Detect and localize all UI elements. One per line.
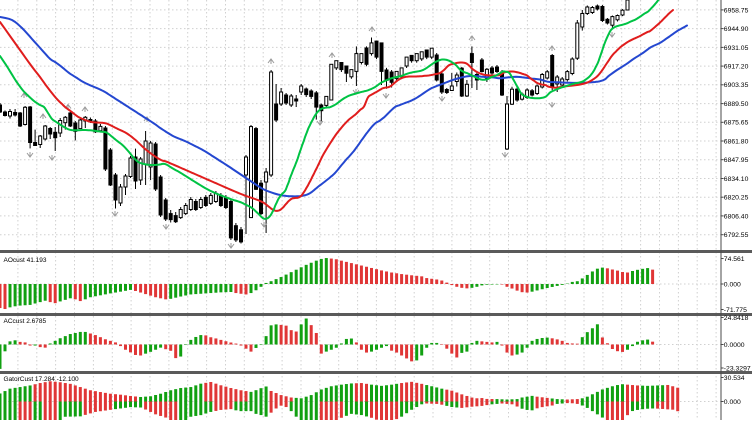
svg-text:6903.35: 6903.35 — [724, 82, 749, 89]
svg-text:6875.65: 6875.65 — [724, 120, 749, 127]
svg-text:6847.95: 6847.95 — [724, 157, 749, 164]
svg-text:6944.90: 6944.90 — [724, 26, 749, 33]
svg-text:6834.10: 6834.10 — [724, 176, 749, 183]
svg-text:6806.40: 6806.40 — [724, 213, 749, 220]
svg-text:6931.05: 6931.05 — [724, 45, 749, 52]
svg-text:-23.3297: -23.3297 — [724, 365, 751, 372]
svg-text:74.561: 74.561 — [724, 256, 745, 263]
svg-text:0.000: 0.000 — [724, 281, 741, 288]
svg-text:6917.20: 6917.20 — [724, 64, 749, 71]
svg-text:6958.75: 6958.75 — [724, 7, 749, 14]
svg-text:6820.25: 6820.25 — [724, 195, 749, 202]
svg-text:0.0000: 0.0000 — [724, 342, 745, 349]
svg-text:6861.80: 6861.80 — [724, 138, 749, 145]
svg-text:0.000: 0.000 — [724, 399, 741, 406]
svg-text:-71.775: -71.775 — [724, 307, 747, 314]
svg-text:GatorCust 17.284 -12.100: GatorCust 17.284 -12.100 — [4, 376, 80, 383]
svg-text:24.8418: 24.8418 — [724, 315, 749, 322]
svg-text:6792.55: 6792.55 — [724, 232, 749, 239]
svg-text:30.534: 30.534 — [724, 375, 745, 382]
svg-text:6889.50: 6889.50 — [724, 101, 749, 108]
svg-text:AOcust 41.193: AOcust 41.193 — [4, 257, 47, 264]
svg-text:ACcust 2.6785: ACcust 2.6785 — [4, 318, 47, 325]
